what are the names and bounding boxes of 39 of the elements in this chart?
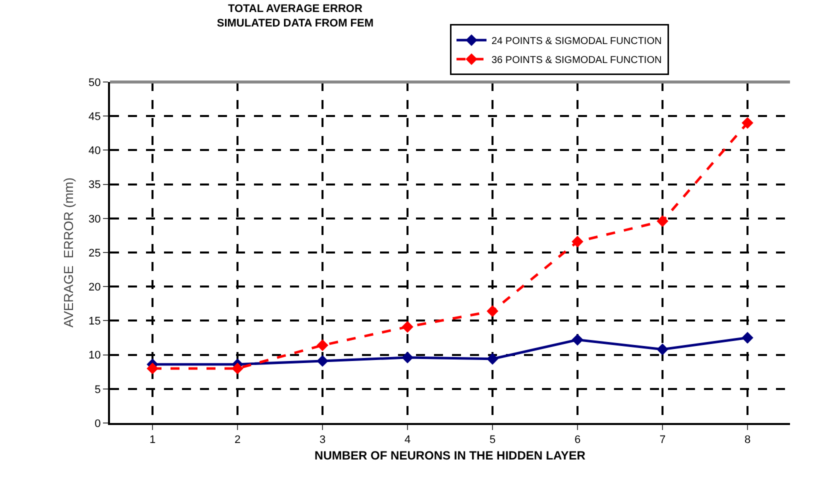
point xyxy=(402,352,414,364)
point xyxy=(486,305,498,317)
chart-title: TOTAL AVERAGE ERROR xyxy=(228,3,362,16)
y-tick-label: 25 xyxy=(88,247,101,260)
x-tick-label: 6 xyxy=(574,434,581,446)
point xyxy=(316,339,328,352)
point xyxy=(742,117,754,129)
x-axis-title: NUMBER OF NEURONS IN THE HIDDEN LAYER xyxy=(314,448,586,463)
x-tick-label: 2 xyxy=(234,434,241,446)
point xyxy=(742,332,754,344)
point xyxy=(656,215,668,227)
point xyxy=(402,320,414,333)
x-tick-label: 8 xyxy=(744,434,751,446)
y-tick-label: 35 xyxy=(88,179,101,192)
y-tick-label: 30 xyxy=(88,213,101,226)
legend-label: 24 POINTS & SIGMODAL FUNCTION xyxy=(492,36,662,48)
x-tick-label: 4 xyxy=(404,434,411,446)
y-tick-label: 0 xyxy=(94,418,101,430)
chart-subtitle: SIMULATED DATA FROM FEM xyxy=(216,17,374,30)
y-tick-label: 40 xyxy=(88,145,101,158)
x-tick-label: 5 xyxy=(489,434,496,446)
point xyxy=(486,353,498,365)
y-tick-label: 50 xyxy=(88,76,101,89)
x-tick-label: 1 xyxy=(149,434,156,446)
x-tick-label: 7 xyxy=(659,434,666,446)
y-tick-label: 10 xyxy=(88,350,101,362)
point xyxy=(316,355,328,367)
point xyxy=(656,343,668,356)
y-tick-label: 5 xyxy=(94,384,101,396)
y-tick-label: 20 xyxy=(88,281,101,294)
legend-label: 36 POINTS & SIGMODAL FUNCTION xyxy=(492,55,662,66)
y-tick-label: 15 xyxy=(88,316,101,328)
point xyxy=(572,334,584,346)
point xyxy=(232,362,244,374)
y-tick-label: 45 xyxy=(88,110,101,123)
y-axis-title: AVERAGE ERROR (mm) xyxy=(61,178,76,328)
point xyxy=(572,236,584,248)
x-tick-label: 3 xyxy=(319,434,326,446)
point xyxy=(146,362,158,374)
